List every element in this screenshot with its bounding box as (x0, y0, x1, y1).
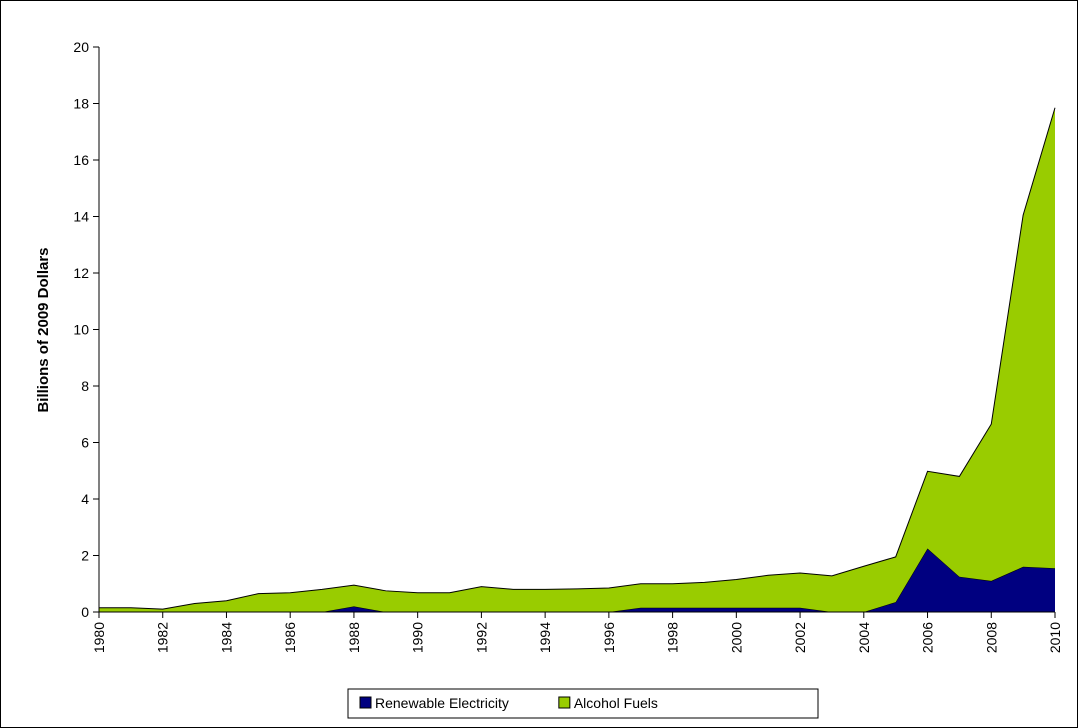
x-tick-label: 2002 (792, 622, 808, 653)
y-tick-label: 2 (81, 548, 89, 564)
area (99, 107, 1055, 613)
y-tick-label: 10 (73, 322, 89, 338)
x-tick-label: 1984 (218, 622, 234, 653)
x-tick-label: 1980 (91, 622, 107, 653)
area (99, 548, 1055, 612)
x-tick-label: 2006 (920, 622, 936, 653)
x-tick-label: 1994 (537, 622, 553, 653)
y-tick-label: 20 (73, 39, 89, 55)
y-tick-label: 8 (81, 378, 89, 394)
y-axis-label: Billions of 2009 Dollars (35, 247, 52, 412)
x-tick-label: 2004 (856, 622, 872, 653)
x-tick-label: 2008 (983, 622, 999, 653)
y-tick-label: 6 (81, 435, 89, 451)
legend: Renewable Electricity Alcohol Fuels (347, 688, 819, 719)
y-tick-label: 18 (73, 96, 89, 112)
area-edge (99, 107, 1056, 610)
y-tick-label: 0 (81, 604, 89, 620)
legend-label: Alcohol Fuels (574, 695, 658, 711)
x-tick-label: 1998 (665, 622, 681, 653)
x-tick-label: 1988 (346, 622, 362, 653)
y-tick-label: 16 (73, 152, 89, 168)
x-tick-label: 1982 (155, 622, 171, 653)
y-tick-label: 4 (81, 491, 89, 507)
x-tick-label: 1990 (410, 622, 426, 653)
legend-box (347, 688, 819, 719)
x-tick-label: 2000 (728, 622, 744, 653)
y-tick-label: 14 (73, 209, 89, 225)
legend-label: Renewable Electricity (375, 695, 509, 711)
x-tick-label: 1996 (601, 622, 617, 653)
legend-swatch (558, 696, 571, 709)
y-tick-label: 12 (73, 265, 89, 281)
x-tick-label: 1992 (473, 622, 489, 653)
x-tick-label: 2010 (1047, 622, 1063, 653)
x-tick-label: 1986 (282, 622, 298, 653)
legend-swatch (359, 696, 372, 709)
